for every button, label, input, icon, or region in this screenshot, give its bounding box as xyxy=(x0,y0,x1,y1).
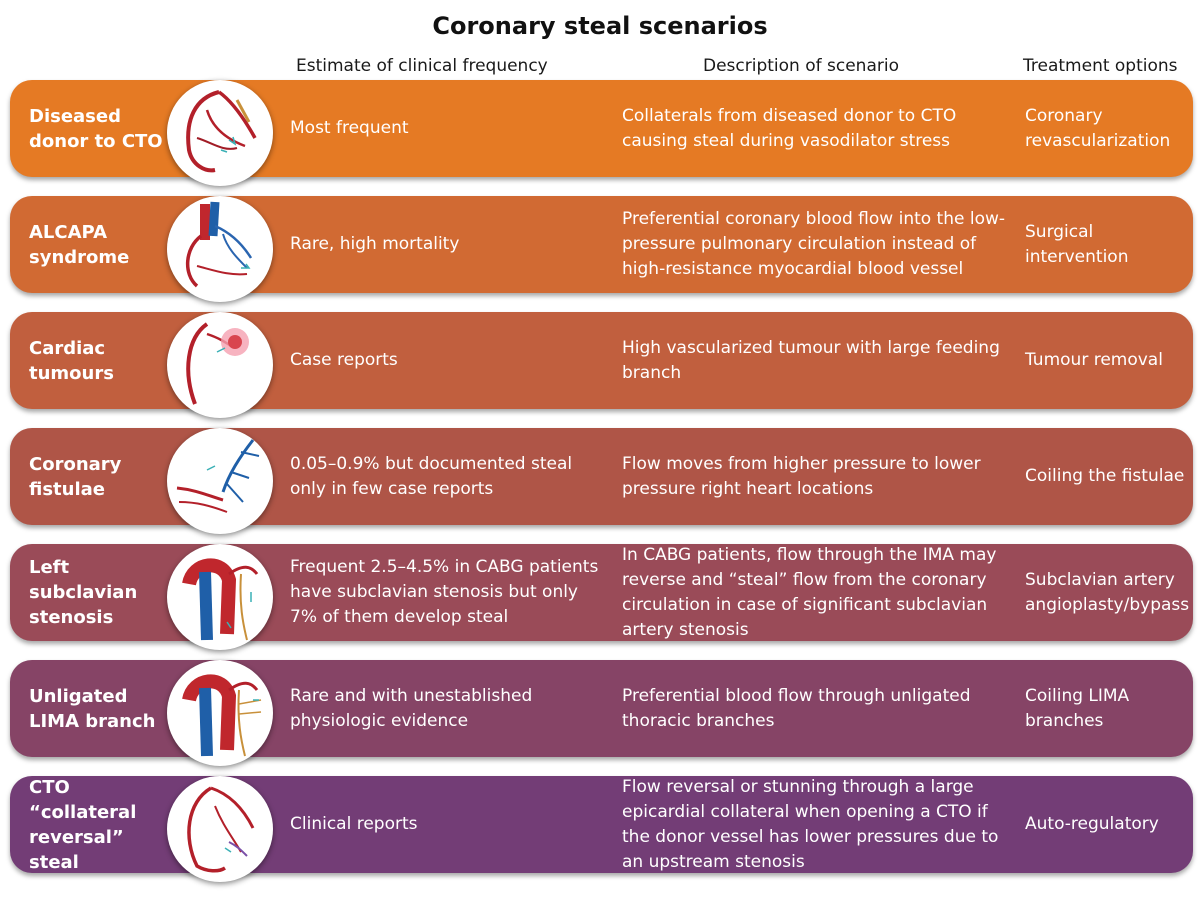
fistula-illustration xyxy=(167,428,273,534)
row-treatment: Coiling LIMA branches xyxy=(1025,685,1130,731)
row-treatment: Auto-regulatory xyxy=(1025,814,1159,834)
scenario-row-diseased-donor: Diseased donor to CTO Most frequent Coll… xyxy=(10,80,1193,186)
row-name: Left subclavian stenosis xyxy=(29,557,138,628)
row-treatment: Coronary revascularization xyxy=(1025,105,1171,151)
tumour-illustration xyxy=(167,312,273,418)
row-description: Preferential blood flow through unligate… xyxy=(622,685,971,731)
row-name: Unligated LIMA branch xyxy=(29,685,156,732)
row-name: Cardiac tumours xyxy=(29,337,114,384)
row-frequency: Rare, high mortality xyxy=(290,234,460,254)
row-frequency: Most frequent xyxy=(290,118,409,138)
scenario-row-alcapa: ALCAPA syndrome Rare, high mortality Pre… xyxy=(10,196,1193,302)
row-description: High vascularized tumour with large feed… xyxy=(622,337,1000,383)
scenario-row-unligated-lima-branch: Unligated LIMA branch Rare and with unes… xyxy=(10,660,1193,766)
row-name: ALCAPA syndrome xyxy=(29,221,130,268)
row-frequency: Clinical reports xyxy=(290,814,418,834)
scenario-row-cardiac-tumours: Cardiac tumours Case reports High vascul… xyxy=(10,312,1193,418)
row-treatment: Coiling the fistulae xyxy=(1025,466,1185,486)
row-frequency: Rare and with unestablished physiologic … xyxy=(290,685,533,731)
scenario-row-left-subclavian-stenosis: Left subclavian stenosis Frequent 2.5–4.… xyxy=(10,544,1193,650)
column-header-treatment: Treatment options xyxy=(1023,56,1178,76)
row-treatment: Surgical intervention xyxy=(1025,221,1129,267)
row-frequency: Frequent 2.5–4.5% in CABG patients have … xyxy=(290,557,599,627)
lima-branch-illustration xyxy=(167,660,273,766)
aortic-arch-illustration xyxy=(167,544,273,650)
row-description: Flow reversal or stunning through a larg… xyxy=(622,776,999,872)
row-description: Flow moves from higher pressure to lower… xyxy=(622,453,981,499)
column-header-description: Description of scenario xyxy=(703,56,899,76)
alcapa-heart-illustration xyxy=(167,196,273,302)
column-header-frequency: Estimate of clinical frequency xyxy=(296,56,548,76)
page-title: Coronary steal scenarios xyxy=(432,12,768,40)
row-name: Diseased donor to CTO xyxy=(29,105,163,152)
row-name: CTO “collateral reversal” steal xyxy=(29,776,137,873)
row-treatment: Tumour removal xyxy=(1025,350,1163,370)
coronary-tree-illustration xyxy=(167,80,273,186)
scenario-row-cto-collateral-reversal: CTO “collateral reversal” steal Clinical… xyxy=(10,776,1193,882)
row-name: Coronary fistulae xyxy=(29,453,122,500)
row-description: In CABG patients, flow through the IMA m… xyxy=(622,544,997,640)
scenario-row-coronary-fistulae: Coronary fistulae 0.05–0.9% but document… xyxy=(10,428,1193,534)
row-description: Collaterals from diseased donor to CTO c… xyxy=(622,105,957,151)
collateral-reversal-illustration xyxy=(167,776,273,882)
row-frequency: 0.05–0.9% but documented steal only in f… xyxy=(290,453,573,499)
row-frequency: Case reports xyxy=(290,350,398,370)
row-description: Preferential coronary blood flow into th… xyxy=(622,209,1006,279)
row-treatment: Subclavian artery angioplasty/bypass xyxy=(1025,569,1190,615)
